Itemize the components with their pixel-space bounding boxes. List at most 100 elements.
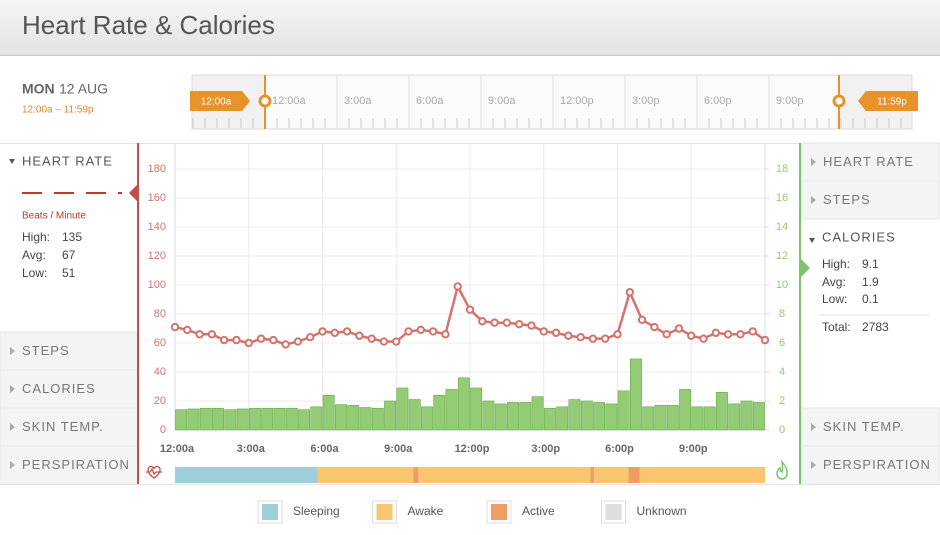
x-tick-label: 6:00a bbox=[310, 443, 339, 455]
handle-tag[interactable] bbox=[190, 91, 250, 111]
timeline-label: 6:00p bbox=[704, 95, 732, 107]
bar bbox=[457, 377, 470, 431]
section-arrow bbox=[811, 423, 816, 431]
y-tick-label: 80 bbox=[154, 308, 166, 320]
point bbox=[183, 325, 192, 335]
bar bbox=[494, 403, 507, 431]
point bbox=[416, 325, 426, 335]
bar bbox=[347, 405, 360, 431]
point bbox=[256, 334, 266, 343]
point bbox=[736, 330, 745, 339]
y2-tick-label: 2 bbox=[779, 395, 785, 407]
point bbox=[478, 317, 487, 326]
point bbox=[625, 288, 634, 297]
point bbox=[355, 331, 364, 340]
bar bbox=[593, 402, 606, 431]
bar bbox=[568, 399, 581, 431]
bar bbox=[285, 407, 298, 431]
timeline[interactable]: 12:00a 3:00a 6:00a 9:00a 12:00p 3:00p 6:00p 9:0… bbox=[190, 74, 918, 130]
flame-icon bbox=[776, 459, 788, 480]
bar bbox=[359, 407, 372, 431]
point bbox=[601, 334, 610, 343]
point bbox=[404, 327, 413, 336]
section-label[interactable]: PERSPIRATION bbox=[823, 457, 931, 472]
point bbox=[588, 334, 598, 343]
bar bbox=[396, 387, 409, 431]
bar bbox=[580, 400, 593, 431]
stat-label: High: bbox=[822, 257, 850, 271]
section-label[interactable]: SKIN TEMP. bbox=[823, 419, 905, 434]
section-label[interactable]: SKIN TEMP. bbox=[22, 419, 104, 434]
y-tick-label: 140 bbox=[148, 221, 166, 233]
panel-title[interactable]: HEART RATE bbox=[22, 153, 113, 168]
section-label[interactable]: STEPS bbox=[823, 192, 871, 207]
point bbox=[699, 334, 708, 343]
section-row[interactable] bbox=[800, 180, 940, 220]
bar bbox=[384, 400, 397, 431]
timeline-label: 3:00a bbox=[344, 95, 372, 107]
activity-segment bbox=[418, 467, 591, 483]
bar bbox=[740, 400, 753, 431]
section-label[interactable]: PERSPIRATION bbox=[22, 457, 130, 472]
point bbox=[244, 338, 253, 348]
legend-label: Awake bbox=[408, 504, 444, 518]
point bbox=[293, 337, 303, 346]
point bbox=[207, 330, 217, 339]
legend-swatch bbox=[605, 504, 622, 520]
unit: Beats / Minute bbox=[22, 211, 86, 222]
bar bbox=[556, 406, 569, 431]
bar bbox=[298, 409, 311, 431]
stat-value: 9.1 bbox=[862, 257, 879, 271]
bar bbox=[482, 400, 495, 431]
point bbox=[662, 330, 671, 339]
y2-tick-label: 10 bbox=[776, 279, 788, 291]
point bbox=[306, 333, 315, 342]
bar bbox=[408, 399, 421, 431]
point bbox=[269, 335, 278, 345]
activity-segment bbox=[628, 467, 640, 483]
y2-tick-label: 8 bbox=[779, 308, 785, 320]
x-tick-label: 3:00p bbox=[531, 443, 560, 455]
bar bbox=[175, 409, 188, 431]
bar bbox=[728, 403, 741, 431]
point bbox=[760, 335, 770, 345]
panel-title[interactable]: CALORIES bbox=[822, 229, 896, 244]
total-label: Total: bbox=[822, 320, 851, 334]
bar bbox=[334, 404, 347, 431]
point bbox=[490, 318, 499, 327]
section-arrow bbox=[10, 423, 15, 431]
bar bbox=[445, 389, 458, 431]
legend-swatch bbox=[376, 504, 393, 520]
section-row[interactable] bbox=[800, 445, 940, 485]
y-tick-label: 120 bbox=[148, 250, 166, 262]
section-label[interactable]: CALORIES bbox=[22, 381, 96, 396]
legend-label: Unknown bbox=[637, 504, 687, 518]
point bbox=[527, 321, 536, 330]
point bbox=[514, 319, 524, 329]
handle-tag[interactable] bbox=[858, 91, 918, 111]
x-tick-label: 12:00p bbox=[455, 443, 490, 455]
section-arrow bbox=[811, 158, 816, 166]
y-tick-label: 20 bbox=[154, 395, 166, 407]
section-row[interactable] bbox=[800, 407, 940, 447]
handle[interactable] bbox=[832, 94, 846, 108]
stat-value: 0.1 bbox=[862, 292, 879, 306]
section-row[interactable] bbox=[0, 331, 139, 371]
section-label[interactable]: STEPS bbox=[22, 343, 70, 358]
point bbox=[392, 337, 401, 346]
point bbox=[379, 337, 389, 346]
handle[interactable] bbox=[258, 94, 272, 108]
timeline-label: 6:00a bbox=[416, 95, 444, 107]
chart: 0 20 40 60 80 100 120 140 160 180 0 2 4 6 8 10 12 14 16 18 1… bbox=[148, 144, 788, 483]
stat-value: 1.9 bbox=[862, 275, 879, 289]
date-day: MON bbox=[22, 81, 55, 97]
point bbox=[551, 328, 561, 338]
point bbox=[748, 327, 757, 336]
section-row[interactable] bbox=[0, 445, 139, 485]
point bbox=[318, 327, 327, 336]
section-label[interactable]: HEART RATE bbox=[823, 154, 914, 169]
bar bbox=[199, 407, 212, 431]
point bbox=[502, 318, 512, 327]
date: 12 AUG bbox=[59, 81, 108, 97]
bar bbox=[433, 394, 446, 431]
